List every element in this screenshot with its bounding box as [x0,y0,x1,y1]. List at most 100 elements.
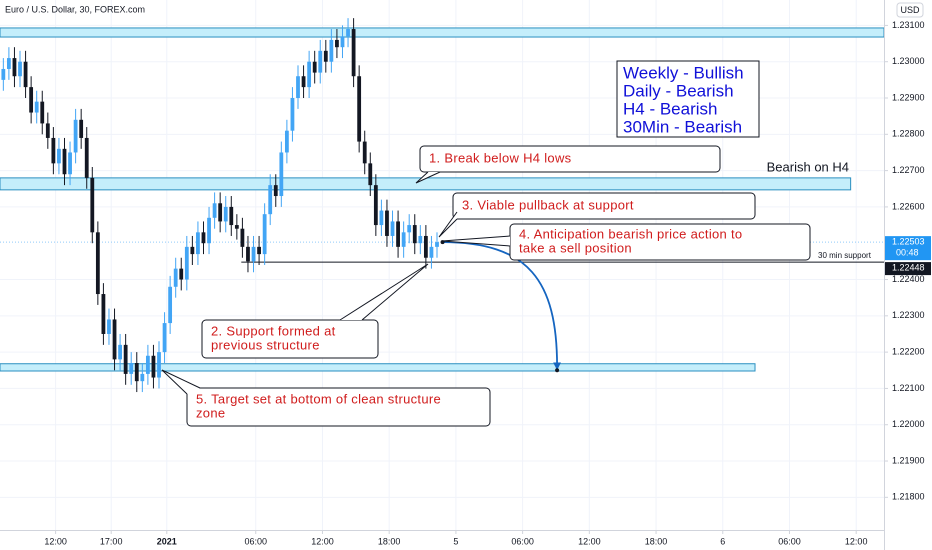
last-price-label: 1.22503 [892,237,925,247]
candle-body [340,36,345,48]
candle-body [145,355,150,374]
candle-body [123,344,128,374]
candle-body [40,101,45,124]
callout-text: zone [196,405,225,420]
y-tick-label: 1.22400 [892,274,925,284]
candle-body [29,87,34,113]
candle-body [18,61,22,77]
candle-body [179,268,184,280]
candle-body [357,76,362,142]
x-tick-label: 06:00 [511,536,534,546]
candle-body [385,210,389,236]
candle-body [223,206,228,222]
candle-body [379,210,384,226]
x-tick-label: 6 [720,536,725,546]
structure-zone [0,27,885,38]
candle-body [307,61,312,88]
candle-body [323,50,328,62]
candle-body [346,29,350,37]
candle-body [73,119,78,153]
bias-text: H4 - Bearish [623,99,717,118]
callout-box [186,387,491,427]
candle-body [418,235,423,244]
candle-body [129,363,134,374]
last-price-tag [885,236,931,261]
candle-body [134,363,139,382]
candle-body [329,39,334,62]
callout-text: take a sell position [519,240,632,255]
currency[interactable]: USD [900,5,920,15]
currency-box[interactable] [896,2,924,18]
candle-body [401,232,406,247]
callout-text: 4. Anticipation bearish price action to [519,226,742,241]
annotations: Bearish on H4 30 min support 1. Break belo… [161,60,872,427]
candle-body [57,148,61,164]
candle-body [435,242,439,247]
candle-body [45,123,50,138]
bias-text: Daily - Bearish [623,81,734,100]
y-tick-label: 1.23000 [892,56,925,66]
x-tick-label: 06:00 [244,536,267,546]
candle-body [168,286,173,324]
candle-body [157,352,161,378]
y-tick-label: 1.21900 [892,455,925,465]
candle-body [101,294,106,334]
support-price-tag [885,262,931,276]
candle-body [262,214,267,255]
candle-body [351,29,356,77]
candle-body [62,148,67,175]
candle-body [362,141,367,164]
support-label: 30 min support [818,251,872,260]
bias-text: 30Min - Bearish [623,117,742,136]
candle-body [396,221,400,247]
callout-pointer [438,211,458,238]
candle-body [301,76,306,88]
candle-body [196,232,200,255]
x-tick-label: 5 [453,536,458,546]
y-tick-label: 1.22100 [892,383,925,393]
callout-box [452,192,756,220]
candle-body [312,61,317,73]
callout-text: 5. Target set at bottom of clean structu… [196,391,441,406]
x-tick-label: 12:00 [44,536,67,546]
callout-text: 1. Break below H4 lows [429,150,572,165]
callout-text: previous structure [211,337,320,352]
countdown-label: 00:48 [896,248,919,258]
projection-arrow [442,241,562,371]
candle-body [95,232,100,295]
candle-body [251,246,256,262]
support-price-label: 1.22448 [892,262,925,272]
candle-body [290,98,295,131]
callout-pointer [415,171,441,184]
candle-body [51,137,56,164]
candle-body [390,221,395,236]
callout-box [419,145,721,173]
x-tick-label: 12:00 [578,536,601,546]
candle-body [23,61,28,88]
x-tick-label: 12:00 [311,536,334,546]
candle-body [190,246,195,255]
candle-body [90,177,95,233]
y-tick-label: 1.22300 [892,310,925,320]
candle-body [112,319,117,360]
candle-body [423,235,428,258]
callout-pointer [161,369,201,395]
structure-zone [0,177,852,191]
candle-body [218,203,223,222]
candle-body [184,246,189,280]
zone-label: Bearish on H4 [767,159,849,174]
candle-body [246,246,250,262]
y-tick-label: 1.22700 [892,165,925,175]
callout-box [201,319,379,359]
candle-body [279,152,284,197]
candle-body [318,50,323,73]
axes: 1.23100 1.23000 1.22900 1.22800 1.22700 1.226… [44,20,931,546]
x-tick-label: 17:00 [100,536,123,546]
y-tick-label: 1.22000 [892,419,925,429]
candle-body [373,185,378,226]
y-tick-label: 1.21800 [892,492,925,502]
candle-body [1,68,6,80]
symbol-title: Euro / U.S. Dollar, 30, FOREX.com [5,4,145,14]
